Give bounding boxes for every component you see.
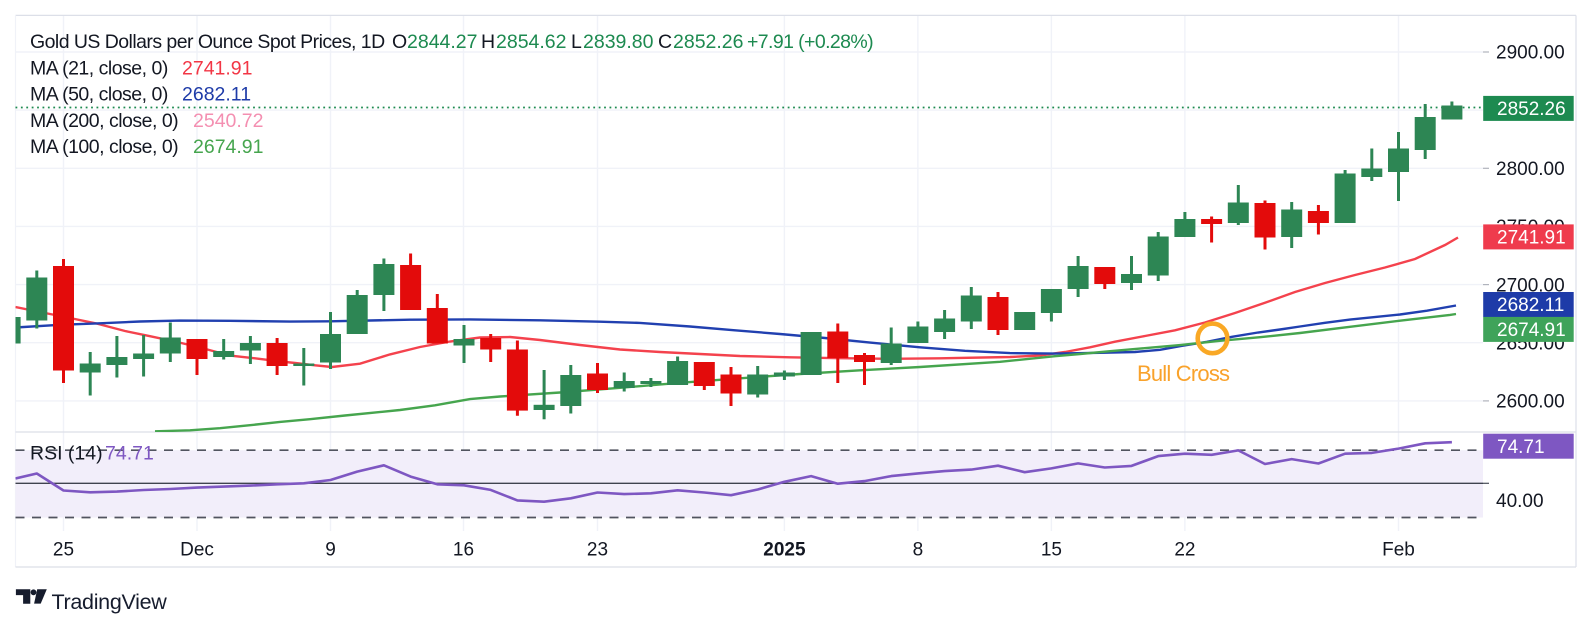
svg-text:16: 16 xyxy=(453,540,474,561)
svg-text:H: H xyxy=(481,31,495,53)
svg-text:40.00: 40.00 xyxy=(1496,491,1544,512)
svg-text:2682.11: 2682.11 xyxy=(182,84,251,106)
svg-text:23: 23 xyxy=(587,540,608,561)
svg-text:2741.91: 2741.91 xyxy=(182,58,253,80)
svg-text:TradingView: TradingView xyxy=(52,590,168,614)
svg-text:9: 9 xyxy=(325,540,336,561)
svg-text:2741.91: 2741.91 xyxy=(1497,228,1566,249)
svg-text:2844.27: 2844.27 xyxy=(407,31,478,53)
svg-text:15: 15 xyxy=(1041,540,1062,561)
svg-text:2700.00: 2700.00 xyxy=(1496,275,1565,296)
svg-text:2674.91: 2674.91 xyxy=(1497,320,1566,341)
svg-text:Gold US Dollars per Ounce Spot: Gold US Dollars per Ounce Spot Prices, 1… xyxy=(30,31,385,53)
svg-text:Bull Cross: Bull Cross xyxy=(1137,361,1230,386)
svg-text:Dec: Dec xyxy=(180,540,214,561)
svg-text:2674.91: 2674.91 xyxy=(193,136,264,158)
svg-text:2852.26: 2852.26 xyxy=(1497,99,1566,120)
svg-text:2682.11: 2682.11 xyxy=(1497,295,1564,316)
svg-text:MA (21, close, 0): MA (21, close, 0) xyxy=(30,58,168,80)
svg-text:2800.00: 2800.00 xyxy=(1496,159,1565,180)
svg-text:C: C xyxy=(658,31,672,53)
svg-text:MA (50, close, 0): MA (50, close, 0) xyxy=(30,84,168,106)
svg-text:25: 25 xyxy=(53,540,74,561)
svg-text:22: 22 xyxy=(1174,540,1195,561)
svg-text:RSI (14): RSI (14) xyxy=(30,443,103,465)
svg-text:Feb: Feb xyxy=(1382,540,1415,561)
svg-text:8: 8 xyxy=(913,540,924,561)
svg-text:74.71: 74.71 xyxy=(105,443,154,465)
svg-text:2600.00: 2600.00 xyxy=(1496,392,1565,413)
svg-text:2854.62: 2854.62 xyxy=(496,31,567,53)
svg-text:O: O xyxy=(392,31,407,53)
svg-text:74.71: 74.71 xyxy=(1497,437,1545,458)
svg-text:2852.26: 2852.26 xyxy=(673,31,744,53)
svg-text:+7.91 (+0.28%): +7.91 (+0.28%) xyxy=(747,31,873,53)
svg-text:MA (100, close, 0): MA (100, close, 0) xyxy=(30,136,178,158)
svg-text:2025: 2025 xyxy=(763,540,806,561)
svg-text:2540.72: 2540.72 xyxy=(193,110,264,132)
svg-text:2839.80: 2839.80 xyxy=(583,31,654,53)
svg-text:L: L xyxy=(571,31,582,53)
svg-text:MA (200, close, 0): MA (200, close, 0) xyxy=(30,110,178,132)
svg-text:2900.00: 2900.00 xyxy=(1496,43,1565,64)
